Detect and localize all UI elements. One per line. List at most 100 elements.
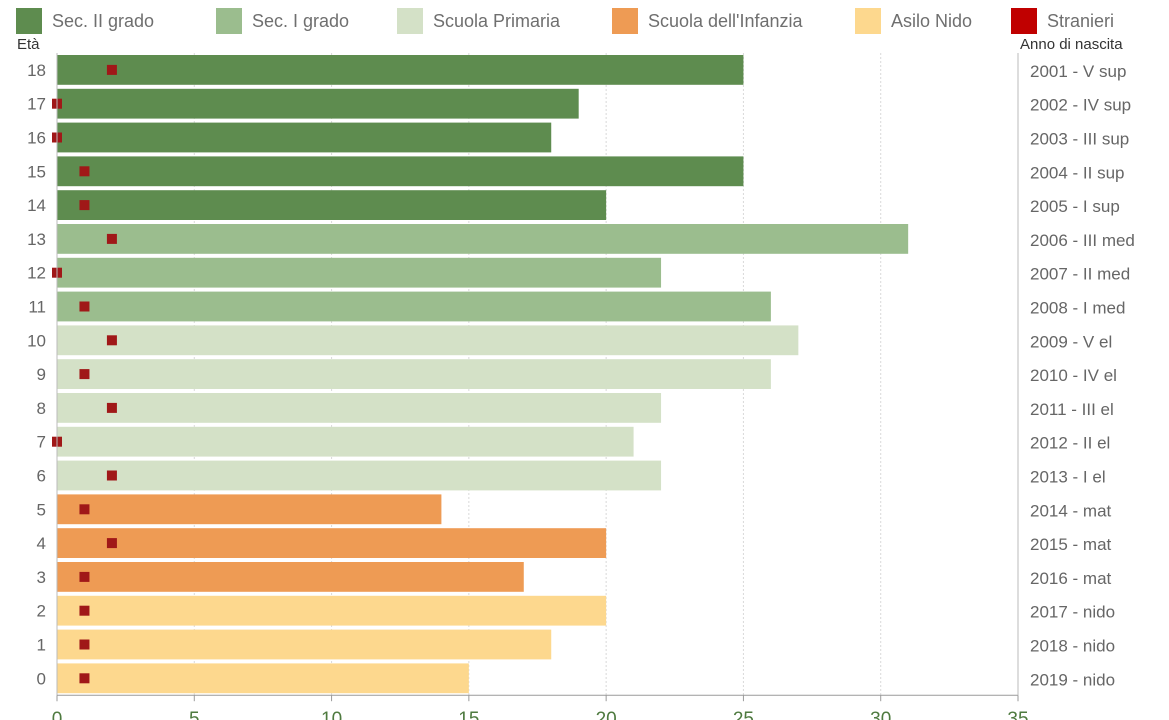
bar [57, 122, 552, 153]
age-label: 11 [28, 298, 46, 317]
age-label: 1 [37, 636, 46, 655]
birth-year-label: 2015 - mat [1030, 535, 1112, 554]
birth-year-label: 2005 - I sup [1030, 197, 1120, 216]
stranieri-marker [79, 166, 90, 177]
age-label: 9 [37, 365, 46, 384]
bar [57, 88, 579, 119]
bar [57, 528, 607, 558]
age-label: 5 [37, 500, 46, 519]
birth-year-label: 2018 - nido [1030, 637, 1115, 656]
legend-item-asilo-nido: Asilo Nido [855, 8, 972, 34]
x-tick-label: 0 [52, 709, 63, 720]
birth-year-label: 2017 - nido [1030, 603, 1115, 622]
birth-year-label: 2003 - III sup [1030, 130, 1129, 149]
legend-label: Sec. II grado [52, 10, 155, 31]
stranieri-marker [79, 504, 90, 515]
x-tick-label: 30 [870, 709, 891, 720]
birth-year-label: 2001 - V sup [1030, 62, 1126, 81]
x-tick-label: 20 [596, 709, 617, 720]
legend-swatch [16, 8, 42, 34]
birth-year-label: 2016 - mat [1030, 569, 1112, 588]
age-label: 4 [37, 534, 46, 553]
bar [57, 359, 771, 389]
bar [57, 663, 469, 694]
age-label: 8 [37, 399, 46, 418]
stranieri-marker [79, 301, 90, 312]
birth-year-label: 2010 - IV el [1030, 366, 1117, 385]
age-label: 14 [27, 196, 46, 215]
birth-year-label: 2019 - nido [1030, 670, 1115, 689]
legend-label: Asilo Nido [891, 10, 973, 31]
bar [57, 393, 662, 423]
x-tick-label: 10 [321, 709, 342, 720]
legend-swatch [1011, 8, 1037, 34]
stranieri-marker [106, 335, 117, 346]
stranieri-marker [79, 605, 90, 616]
legend-label: Sec. I grado [252, 10, 350, 31]
legend-swatch [216, 8, 242, 34]
legend-item-sec-ii-grado: Sec. II grado [16, 8, 154, 34]
stranieri-marker [79, 369, 90, 380]
x-tick-label: 25 [733, 709, 754, 720]
legend-label: Scuola Primaria [433, 10, 561, 31]
age-label: 6 [37, 467, 46, 486]
stranieri-marker [106, 233, 117, 244]
bar [57, 190, 607, 220]
age-label: 13 [27, 230, 46, 249]
x-tick-label: 35 [1007, 709, 1028, 720]
age-label: 10 [27, 331, 46, 350]
birth-year-label: 2006 - III med [1030, 231, 1135, 250]
stranieri-marker [106, 402, 117, 413]
birth-year-label: 2014 - mat [1030, 501, 1112, 520]
birth-year-label: 2012 - II el [1030, 434, 1110, 453]
age-label: 16 [27, 129, 46, 148]
legend-swatch [612, 8, 638, 34]
birth-year-label: 2004 - II sup [1030, 163, 1125, 182]
bar [57, 55, 744, 85]
legend-swatch [397, 8, 423, 34]
bar [57, 494, 442, 525]
age-label: 17 [27, 95, 46, 114]
bar [57, 426, 634, 457]
legend-item-scuola-primaria: Scuola Primaria [397, 8, 560, 34]
stranieri-marker [106, 470, 117, 481]
bar [57, 595, 607, 626]
age-label: 0 [37, 669, 46, 688]
birth-year-label: 2007 - II med [1030, 265, 1130, 284]
legend-label: Stranieri [1047, 10, 1115, 31]
legend-item-stranieri: Stranieri [1011, 8, 1114, 34]
bar [57, 562, 524, 592]
stranieri-marker [79, 673, 90, 684]
age-label: 3 [37, 568, 46, 587]
age-label: 15 [27, 162, 46, 181]
birth-year-label: 2009 - V el [1030, 332, 1112, 351]
x-tick-label: 15 [458, 709, 479, 720]
legend-item-scuola-infanzia: Scuola dell'Infanzia [612, 8, 803, 34]
stranieri-marker [106, 538, 117, 549]
birth-year-label: 2008 - I med [1030, 299, 1125, 318]
birth-year-label: 2013 - I el [1030, 468, 1106, 487]
legend-swatch [855, 8, 881, 34]
age-label: 12 [27, 264, 46, 283]
left-axis-title: Età [17, 36, 40, 53]
bar [57, 224, 909, 254]
stranieri-marker [79, 200, 90, 211]
bar [57, 325, 799, 356]
bar [57, 156, 744, 187]
legend-item-sec-i-grado: Sec. I grado [216, 8, 349, 34]
chart-legend: Sec. II grado Sec. I grado Scuola Primar… [0, 0, 1169, 40]
stranieri-marker [79, 639, 90, 650]
stranieri-marker [106, 64, 117, 75]
legend-label: Scuola dell'Infanzia [648, 10, 803, 31]
age-label: 18 [27, 61, 46, 80]
birth-year-label: 2002 - IV sup [1030, 96, 1131, 115]
bar [57, 257, 662, 288]
birth-year-label: 2011 - III el [1030, 400, 1114, 419]
bar [57, 460, 662, 491]
x-tick-label: 5 [189, 709, 200, 720]
bar [57, 291, 771, 322]
right-axis-title: Anno di nascita [1020, 36, 1123, 53]
stranieri-marker [79, 571, 90, 582]
age-label: 2 [37, 602, 46, 621]
